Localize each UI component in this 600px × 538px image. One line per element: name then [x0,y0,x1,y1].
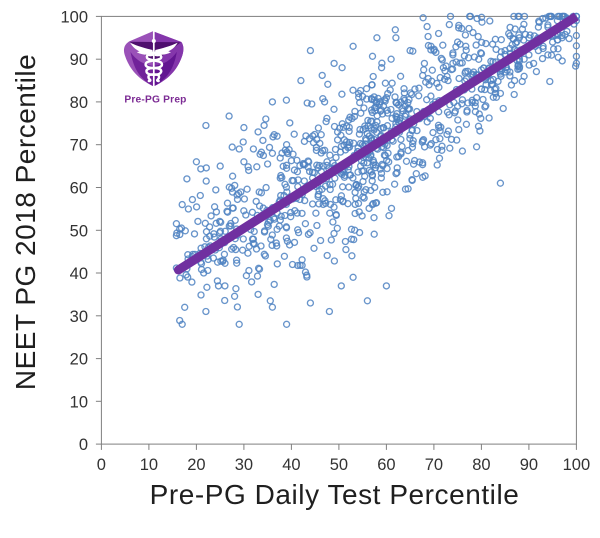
svg-text:50: 50 [330,456,348,474]
svg-text:50: 50 [70,222,88,240]
svg-text:100: 100 [60,8,88,26]
svg-text:90: 90 [520,456,538,474]
svg-text:80: 80 [472,456,490,474]
svg-text:Pre-PG Daily Test Percentile: Pre-PG Daily Test Percentile [150,479,520,510]
svg-text:0: 0 [97,456,106,474]
svg-text:40: 40 [282,456,300,474]
svg-text:70: 70 [425,456,443,474]
svg-text:10: 10 [140,456,158,474]
svg-text:60: 60 [377,456,395,474]
svg-text:Pre-PG Prep: Pre-PG Prep [124,95,186,106]
svg-text:20: 20 [187,456,205,474]
svg-text:30: 30 [70,308,88,326]
svg-text:90: 90 [70,51,88,69]
svg-text:30: 30 [235,456,253,474]
svg-text:60: 60 [70,180,88,198]
svg-text:0: 0 [79,436,88,454]
svg-text:70: 70 [70,137,88,155]
svg-text:20: 20 [70,351,88,369]
svg-text:100: 100 [563,456,591,474]
svg-text:40: 40 [70,265,88,283]
svg-text:NEET PG 2018 Percentile: NEET PG 2018 Percentile [10,54,41,390]
svg-text:80: 80 [70,94,88,112]
svg-text:10: 10 [70,393,88,411]
